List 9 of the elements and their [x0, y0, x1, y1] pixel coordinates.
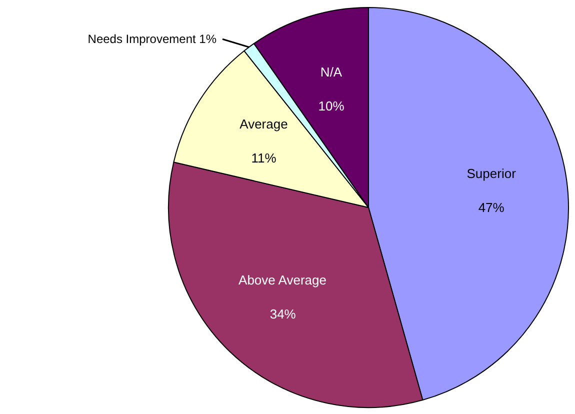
slice-label: Average — [240, 116, 288, 132]
data-label: 11% — [251, 150, 277, 166]
data-label: 34% — [270, 306, 296, 322]
data-label: 10% — [318, 98, 345, 114]
slice-label: Needs Improvement 1% — [88, 32, 217, 46]
slice-label: N/A — [320, 64, 342, 80]
data-label: 47% — [478, 200, 505, 216]
slice-label: Superior — [466, 166, 517, 182]
slice-label: Above Average — [238, 272, 326, 288]
